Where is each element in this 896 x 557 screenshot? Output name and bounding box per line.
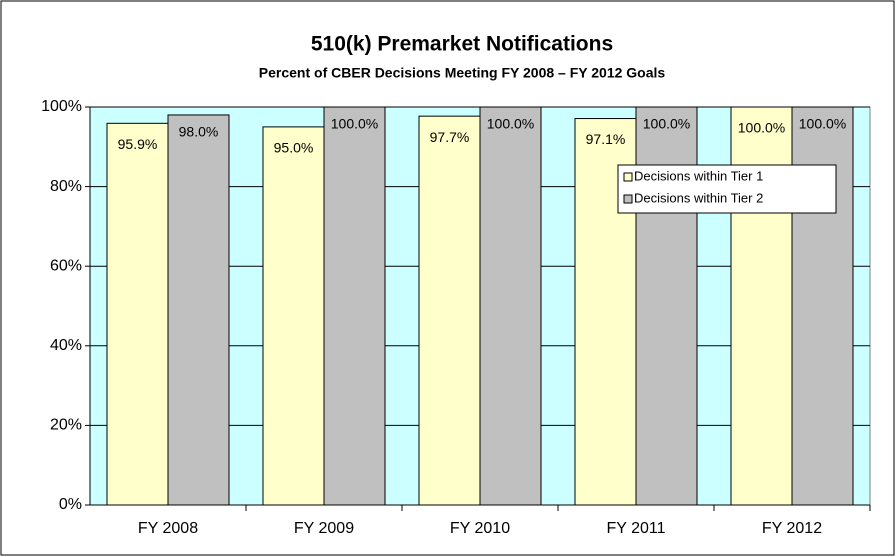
data-label: 97.1% [586,131,626,147]
legend-label: Decisions within Tier 1 [634,168,763,183]
bar [323,106,386,506]
data-label: 95.9% [118,136,158,152]
legend-swatch [623,172,633,182]
data-label: 100.0% [799,116,846,132]
bar [479,106,542,506]
chart-subtitle: Percent of CBER Decisions Meeting FY 200… [259,65,666,81]
data-label: 100.0% [643,116,690,132]
legend-label: Decisions within Tier 2 [634,190,763,205]
bar [106,122,169,506]
y-tick-label: 80% [50,178,82,195]
bar [167,114,230,506]
data-label: 95.0% [274,140,314,156]
legend-box [617,164,837,214]
y-tick-label: 100% [41,98,82,115]
y-tick-label: 0% [59,496,82,513]
bar [418,115,481,506]
data-label: 98.0% [179,124,219,140]
data-label: 100.0% [331,116,378,132]
data-label: 97.7% [430,129,470,145]
legend-swatch [623,194,633,204]
x-tick-label: FY 2011 [606,520,665,537]
x-tick-label: FY 2010 [450,520,510,537]
y-tick-label: 40% [50,337,82,354]
x-tick-label: FY 2008 [138,520,198,537]
y-tick-label: 60% [50,257,82,274]
bar [262,126,325,506]
chart-title: 510(k) Premarket Notifications [311,33,613,56]
x-tick-label: FY 2012 [762,520,822,537]
data-label: 100.0% [738,120,785,136]
x-tick-label: FY 2009 [294,520,354,537]
y-tick-label: 20% [50,417,82,434]
data-label: 100.0% [487,116,534,132]
